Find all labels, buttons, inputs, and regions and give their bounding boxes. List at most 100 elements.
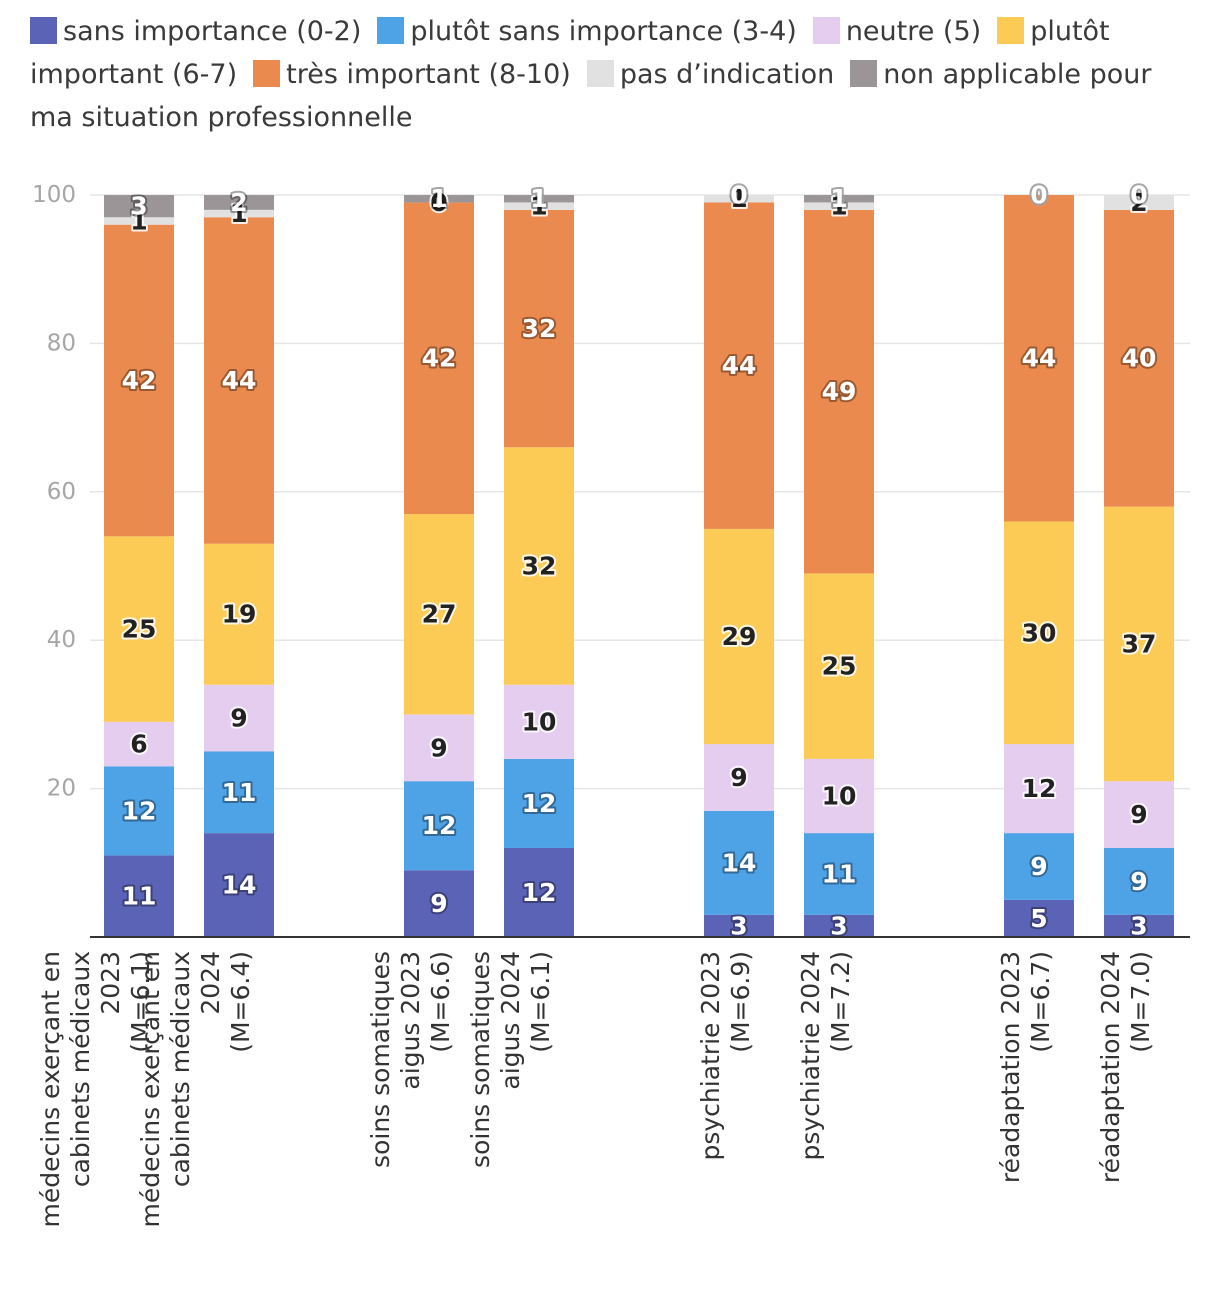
x-category-label: soins somatiques aigus 2024 (M=6.1) (466, 951, 555, 1168)
legend-swatch (997, 17, 1025, 44)
bar-segment[interactable] (1004, 899, 1074, 937)
bar-value-label: 1 (130, 206, 147, 235)
bar-value-label: 14 (222, 871, 257, 900)
bar-segment[interactable] (804, 833, 874, 915)
bar-segment[interactable] (404, 870, 474, 937)
bar-segment[interactable] (104, 766, 174, 856)
x-category-label-line: réadaptation 2023 (996, 951, 1025, 1183)
bar-segment[interactable] (504, 847, 574, 937)
bar-value-label: 0 (1130, 181, 1147, 210)
bar-value-label: 1 (230, 199, 247, 228)
bar-segment[interactable] (104, 195, 174, 218)
legend-item[interactable]: neutre (5) (812, 16, 982, 47)
bar-segment[interactable] (1104, 847, 1174, 915)
legend-item[interactable]: pas d’indication (586, 59, 834, 90)
bar-value-label: 3 (130, 192, 147, 221)
bar-value-label: 14 (722, 848, 757, 877)
bar-segment[interactable] (104, 217, 174, 225)
bar-segment[interactable] (804, 573, 874, 759)
bar-segment[interactable] (804, 209, 874, 574)
bar-segment[interactable] (204, 195, 274, 210)
bar-value-label: 12 (522, 878, 557, 907)
x-category-label: médecins exerçant en cabinets médicaux 202… (36, 951, 155, 1227)
bar-segment[interactable] (104, 721, 174, 767)
legend-label: neutre (5) (845, 16, 982, 47)
bar-value-label: 0 (430, 188, 447, 217)
bar-segment[interactable] (804, 758, 874, 834)
bar-segment[interactable] (1004, 195, 1074, 522)
bar-value-label: 10 (522, 707, 557, 736)
bar-segment[interactable] (504, 202, 574, 210)
bar-segment[interactable] (204, 833, 274, 937)
bar-segment[interactable] (404, 202, 474, 515)
bar-segment[interactable] (104, 855, 174, 937)
bar-segment[interactable] (704, 528, 774, 745)
bar-segment[interactable] (404, 714, 474, 782)
bar-segment[interactable] (804, 202, 874, 210)
x-category-label-line: médecins exerçant en (136, 951, 165, 1227)
bar-segment[interactable] (504, 195, 574, 203)
bar-segment[interactable] (1104, 781, 1174, 848)
bar-value-label: 25 (822, 652, 857, 681)
bar-segment[interactable] (704, 195, 774, 203)
y-tick-label: 80 (47, 330, 76, 356)
legend-label: très important (8-10) (286, 59, 571, 90)
bar-segment[interactable] (704, 810, 774, 915)
bar-segment[interactable] (504, 684, 574, 759)
bar-value-label: 9 (730, 763, 747, 792)
x-category-label: psychiatrie 2023 (M=6.9) (696, 951, 755, 1161)
bar-segment[interactable] (204, 751, 274, 834)
bar-segment[interactable] (404, 781, 474, 871)
bar-value-label: 3 (730, 911, 747, 940)
bar-segment[interactable] (1104, 914, 1174, 937)
bar-segment[interactable] (1104, 506, 1174, 782)
bar-value-label: 3 (830, 911, 847, 940)
legend-item[interactable]: plutôt important (6-7) (30, 16, 1110, 90)
bar-segment[interactable] (504, 209, 574, 448)
legend-item[interactable]: très important (8-10) (253, 59, 571, 90)
bar-segment[interactable] (1004, 833, 1074, 900)
bar-segment[interactable] (204, 543, 274, 685)
bar-segment[interactable] (104, 224, 174, 537)
bar-segment[interactable] (404, 195, 474, 203)
bar-value-label: 25 (122, 615, 157, 644)
bar-segment[interactable] (204, 684, 274, 752)
bar-segment[interactable] (804, 195, 874, 203)
legend-swatch (586, 60, 614, 87)
bar-segment[interactable] (1104, 195, 1174, 210)
x-category-label-line: soins somatiques (466, 951, 495, 1168)
legend-item[interactable]: plutôt sans importance (3-4) (377, 16, 797, 47)
bar-segment[interactable] (504, 758, 574, 848)
legend-item[interactable]: sans importance (0-2) (30, 16, 361, 47)
legend-swatch (812, 17, 840, 44)
legend-swatch (30, 17, 57, 44)
bar-segment[interactable] (704, 914, 774, 937)
x-category-label: soins somatiques aigus 2023 (M=6.6) (366, 951, 455, 1168)
bar-value-label: 9 (1130, 800, 1147, 829)
legend-label: plutôt sans importance (3-4) (410, 16, 797, 47)
bar-segment[interactable] (204, 217, 274, 544)
bar-segment[interactable] (1004, 521, 1074, 745)
bar-segment[interactable] (1004, 744, 1074, 834)
bar-value-label: 49 (822, 377, 857, 406)
bar-value-label: 9 (430, 733, 447, 762)
bar-segment[interactable] (1104, 209, 1174, 507)
bar-segment[interactable] (204, 209, 274, 218)
legend-label: non applicable pour ma situation profess… (30, 59, 1152, 133)
legend-label: sans importance (0-2) (63, 16, 362, 47)
x-category-label: psychiatrie 2024 (M=7.2) (796, 951, 855, 1161)
bar-segment[interactable] (404, 514, 474, 715)
bar-segment[interactable] (104, 536, 174, 722)
bar-segment[interactable] (704, 744, 774, 811)
legend-item[interactable]: non applicable pour ma situation profess… (30, 59, 1152, 133)
x-category-label-line: soins somatiques (366, 951, 395, 1168)
bar-value-label: 44 (722, 351, 757, 380)
x-category-label-line: 2023 (96, 951, 125, 1015)
bar-segment[interactable] (504, 447, 574, 685)
bar-segment[interactable] (704, 202, 774, 529)
bar-value-label: 5 (1030, 904, 1047, 933)
bar-value-label: 44 (222, 366, 257, 395)
x-category-label-line: (M=6.9) (726, 951, 755, 1053)
bar-segment[interactable] (804, 914, 874, 937)
